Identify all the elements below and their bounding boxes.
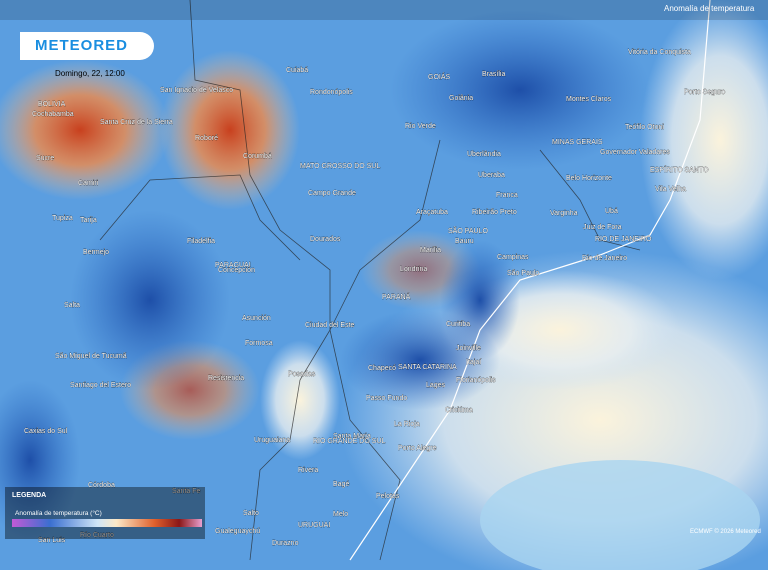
place-label: Santa Maria [333, 433, 371, 440]
place-label: Criciúma [445, 407, 473, 414]
place-label: La Rioja [394, 421, 420, 428]
place-label: São Paulo [507, 270, 539, 277]
place-label: Sucre [36, 155, 54, 162]
place-label: Melo [333, 511, 348, 518]
place-label: Salto [243, 510, 259, 517]
top-bar [0, 0, 768, 20]
place-label: Santiago del Estero [70, 382, 131, 389]
place-label: MINAS GERAIS [552, 139, 603, 146]
place-label: Chapecó [368, 365, 396, 372]
place-label: Rio de Janeiro [582, 255, 627, 262]
place-label: BOLIVIA [38, 101, 66, 108]
place-label: Río Cuarto [80, 532, 114, 539]
place-label: Santa Cruz de la Sierra [100, 119, 173, 126]
place-label: Campo Grande [308, 190, 356, 197]
place-label: Santa Fe [172, 488, 201, 495]
place-label: Cochabamba [32, 111, 74, 118]
place-label: Teófilo Otoni [625, 124, 664, 131]
place-label: Corumbá [243, 153, 272, 160]
place-label: Joinville [456, 345, 481, 352]
place-label: Montes Claros [566, 96, 612, 103]
place-label: Roboré [195, 135, 218, 142]
place-label: RIO GRANDE DO SUL [313, 438, 385, 445]
logo-box [20, 32, 154, 60]
place-label: Tarija [80, 217, 97, 224]
place-label: Marília [420, 247, 441, 254]
legend-title: LEGENDA [12, 492, 46, 499]
place-labels: BOLIVIA Cochabamba San Ignacio de Velasco S… [24, 49, 726, 547]
legend-box [5, 487, 205, 539]
place-label: Tupiza [52, 215, 73, 222]
place-label: Porto Seguro [684, 89, 725, 96]
place-label: Campinas [497, 254, 529, 261]
place-label: Uberlândia [467, 151, 501, 158]
place-label: Bauru [455, 238, 474, 245]
place-label: Brasília [482, 71, 505, 78]
logo: METEORED [35, 37, 128, 54]
place-label: Concepción [218, 267, 255, 274]
place-label: GOIÁS [428, 72, 451, 81]
place-label: Ribeirão Preto [472, 209, 517, 216]
place-label: Curitiba [446, 321, 470, 328]
place-label: Vitória da Conquista [628, 49, 691, 56]
place-label: São Miguel de Tucumã [55, 353, 127, 360]
place-label: Vila Velha [655, 186, 686, 193]
place-label: Durazno [272, 540, 299, 547]
place-label: Pelotas [376, 493, 400, 500]
place-label: Londrina [400, 266, 427, 273]
layer-name: Anomalía de temperatura [664, 4, 755, 13]
place-label: Formosa [245, 340, 273, 347]
place-label: Juiz de Fora [583, 224, 622, 231]
place-label: Rondonópolis [310, 89, 353, 96]
place-label: Passo Fundo [366, 395, 407, 402]
place-label: PARANÁ [382, 292, 411, 301]
copyright: ECMWF © 2026 Meteored [690, 528, 761, 535]
place-label: Lages [426, 382, 446, 389]
borders [99, 0, 641, 561]
place-label: Caxias do Sul [24, 428, 68, 435]
place-label: Gualeguaychú [215, 528, 260, 535]
place-label: San Luis [38, 537, 66, 544]
place-label: Asunción [242, 315, 271, 322]
place-label: Governador Valadares [600, 149, 670, 156]
place-label: MATO GROSSO DO SUL [300, 163, 380, 170]
place-label: Rio Verde [405, 123, 436, 130]
place-label: RIO DE JANEIRO [595, 236, 652, 243]
datetime: Domingo, 22, 12:00 [55, 69, 125, 78]
place-label: SÃO PAULO [448, 226, 488, 235]
color-bar [12, 519, 202, 527]
place-label: Cuiabá [286, 67, 308, 74]
place-label: URUGUAI [298, 522, 330, 529]
place-label: Bermejo [83, 249, 109, 256]
place-label: SANTA CATARINA [398, 364, 457, 371]
place-label: Rivera [298, 467, 318, 474]
place-label: Córdoba [88, 482, 115, 489]
place-label: Salta [64, 302, 80, 309]
place-label: Bagé [333, 481, 349, 488]
place-label: Porto Alegre [398, 445, 437, 452]
place-label: San Ignacio de Velasco [160, 87, 233, 94]
place-label: Posadas [288, 371, 316, 378]
coastline [349, 0, 711, 561]
place-label: Belo Horizonte [566, 175, 612, 182]
place-label: Dourados [310, 236, 341, 243]
place-label: ESPÍRITO SANTO [650, 165, 709, 174]
place-label: Ciudad del Este [305, 322, 355, 329]
place-label: Ubá [605, 208, 618, 215]
place-label: Filadélfia [187, 238, 215, 245]
place-label: Goiânia [449, 95, 473, 102]
place-label: Araçatuba [416, 209, 448, 216]
place-label: Varginha [550, 210, 578, 217]
place-label: Franca [496, 192, 518, 199]
place-label: Resistencia [208, 375, 244, 382]
place-label: PARAGUAI [215, 262, 251, 269]
place-label: Camiri [78, 180, 99, 187]
legend-subtitle: Anomalía de temperatura (°C) [15, 509, 102, 517]
place-label: Uberaba [478, 172, 505, 179]
place-label: Uruguaiana [254, 437, 290, 444]
place-label: Itajaí [466, 359, 481, 366]
place-label: Florianópolis [456, 377, 496, 384]
